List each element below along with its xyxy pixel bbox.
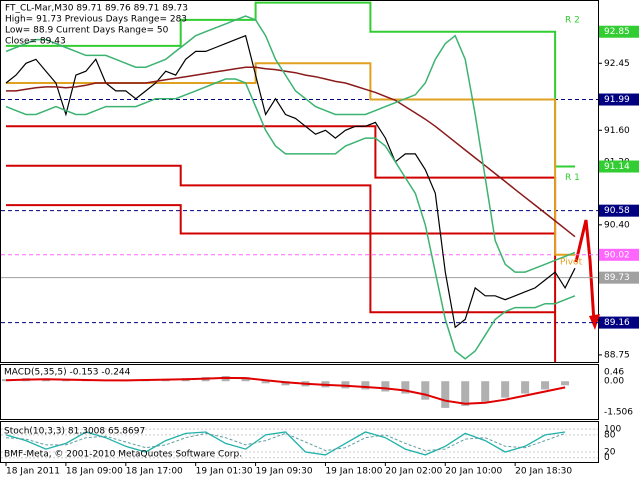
macd-bar — [361, 381, 370, 390]
macd-bar — [521, 381, 530, 394]
level-box — [599, 93, 639, 106]
pivot-line — [6, 204, 556, 314]
copyright: BMF-Meta, © 2001-2010 MetaQuotes Softwar… — [4, 450, 242, 460]
level-label: 91.14 — [604, 162, 630, 172]
x-tick-label: 20 Jan 18:30 — [515, 467, 572, 477]
x-tick-label: 18 Jan 09:00 — [66, 467, 123, 477]
y-tick-label: 91.60 — [604, 126, 630, 136]
panel-title: MACD(5,35,5) -0.153 -0.244 — [4, 368, 131, 378]
y-tick-label: 0.46 — [604, 367, 624, 377]
x-tick-label: 19 Jan 01:30 — [196, 467, 253, 477]
panel-title: Stoch(10,3,3) 81.3008 65.8697 — [4, 427, 145, 437]
level-label: 89.73 — [604, 273, 630, 283]
y-tick-label: 88.75 — [604, 350, 630, 360]
header-text: Close= 89.43 — [5, 37, 66, 47]
level-box — [599, 160, 639, 173]
y-tick-label: 80 — [604, 430, 616, 440]
x-tick-label: 18 Jan 17:00 — [126, 467, 183, 477]
header-text: High= 91.73 Previous Days Range= 283 — [5, 15, 187, 25]
y-tick-label: 20 — [604, 448, 616, 458]
level-label: 92.85 — [604, 27, 630, 37]
x-tick-label: 20 Jan 02:00 — [385, 467, 442, 477]
stoch-panel — [0, 421, 599, 463]
macd-bar — [381, 381, 390, 392]
x-tick-label: 19 Jan 09:30 — [256, 467, 313, 477]
macd-bar — [261, 381, 270, 384]
macd-bar — [401, 381, 410, 394]
macd-bar — [481, 381, 490, 402]
level-box — [599, 316, 639, 329]
macd-bar — [61, 380, 70, 382]
level-label: 90.02 — [604, 250, 630, 260]
macd-bar — [461, 381, 470, 406]
level-label: 89.16 — [604, 318, 630, 328]
indicator-line — [6, 66, 576, 238]
level-box — [599, 25, 639, 38]
forecast-arrow — [574, 219, 596, 323]
indicator-line — [5, 78, 576, 360]
y-tick-label: -1.506 — [604, 408, 633, 418]
macd-panel — [0, 364, 599, 420]
y-tick-label: 100 — [604, 425, 621, 435]
header-text: FT_CL-Mar,M30 89.71 89.76 89.71 89.73 — [5, 4, 188, 14]
level-box — [599, 204, 639, 217]
x-tick-label: 19 Jan 18:00 — [325, 467, 382, 477]
main-panel — [0, 0, 599, 363]
stoch-line — [5, 431, 566, 456]
pivot-line — [6, 62, 575, 256]
macd-bar — [441, 381, 450, 408]
stoch-line — [5, 432, 566, 452]
header-text: Low= 88.9 Current Days Range= 50 — [5, 26, 169, 36]
macd-bar — [541, 381, 550, 390]
y-tick-label: 0.00 — [604, 377, 624, 387]
y-tick-label: 90.40 — [604, 220, 630, 230]
level-box — [599, 248, 639, 261]
arrow-head — [589, 314, 600, 330]
macd-bar — [421, 381, 430, 400]
level-name: R 1 — [565, 173, 580, 183]
macd-bar — [281, 381, 290, 386]
macd-bar — [1, 379, 10, 382]
y-tick-label: 92.45 — [604, 59, 630, 69]
level-name: R 2 — [565, 15, 580, 25]
level-label: 90.58 — [604, 206, 630, 216]
y-tick-label: 0 — [604, 453, 610, 463]
level-label: 91.99 — [604, 95, 630, 105]
macd-bar — [561, 381, 570, 386]
pivot-line — [6, 164, 556, 235]
x-tick-label: 20 Jan 10:00 — [445, 467, 502, 477]
level-name: Pivot — [560, 257, 583, 267]
macd-bar — [501, 381, 510, 398]
level-box — [599, 271, 639, 284]
macd-signal — [5, 376, 566, 405]
x-tick-label: 18 Jan 2011 — [6, 467, 60, 477]
macd-bar — [241, 377, 250, 382]
price-line — [5, 34, 576, 329]
indicator-line — [5, 15, 576, 273]
